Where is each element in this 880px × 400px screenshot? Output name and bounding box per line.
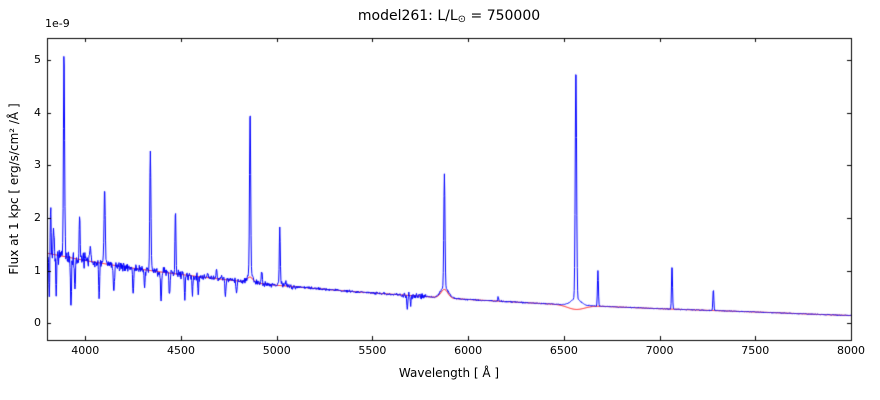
y-axis-label: Flux at 1 kpc [ erg/s/cm² /Å ] [7,103,21,275]
x-tick-label: 7500 [741,344,770,357]
x-tick-label: 4000 [71,344,100,357]
x-tick-label: 7000 [645,344,674,357]
y-tick-label: 3 [34,158,41,172]
y-tick-label: 1 [34,263,41,277]
sun-symbol: ⊙ [457,14,467,25]
x-axis-label: Wavelength [ Å ] [398,366,500,380]
x-tick-label: 4500 [167,344,195,357]
plot-title-text: model261: L/L [357,8,458,24]
y-axis-offset-label: 1e-9 [45,17,70,30]
y-tick-label: 5 [34,53,41,67]
x-tick-label: 5000 [262,344,291,357]
x-tick-label: 5500 [358,344,387,357]
x-tick-label: 6000 [454,344,483,357]
x-tick-label: 6500 [549,344,578,357]
plot-title-value: = 750000 [466,8,541,24]
y-tick-label: 0 [34,316,41,330]
y-tick-label: 2 [34,210,41,224]
y-tick-label: 4 [34,105,41,119]
x-tick-label: 8000 [837,344,865,357]
plot-title: model261: L/L⊙ = 750000 [47,8,851,25]
